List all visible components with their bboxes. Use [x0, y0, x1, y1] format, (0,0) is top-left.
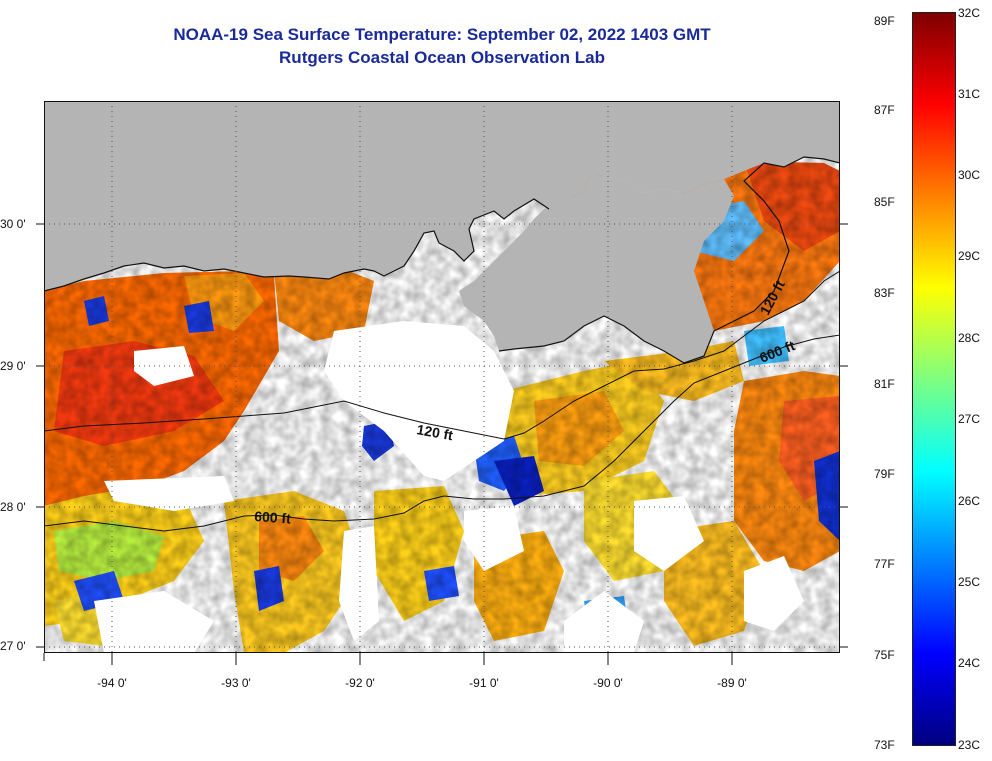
- contour-120ft: [44, 270, 840, 440]
- colorbar-c-label: 29C: [958, 249, 981, 263]
- sst-map: 120 ft 600 ft 600 ft 120 ft: [44, 101, 840, 653]
- map-subtitle: Rutgers Coastal Ocean Observation Lab: [279, 48, 605, 67]
- colorbar-c-label: 28C: [958, 331, 981, 345]
- colorbar-f-label: 77F: [874, 557, 895, 571]
- lat-label: 29 0': [0, 359, 26, 373]
- lon-label: -90 0': [593, 676, 623, 690]
- map-frame: [44, 101, 840, 653]
- colorbar-f-label: 81F: [874, 377, 895, 391]
- lon-label: -91 0': [469, 676, 499, 690]
- colorbar-c-label: 31C: [958, 87, 981, 101]
- lon-label: -89 0': [717, 676, 747, 690]
- colorbar-c-label: 32C: [958, 6, 981, 20]
- contour-label: 120 ft: [415, 421, 454, 443]
- contour-600ft: [44, 334, 840, 532]
- cloud-gaps: [94, 321, 804, 653]
- colorbar-c-label: 30C: [958, 168, 981, 182]
- lat-label: 30 0': [0, 217, 26, 231]
- map-title: NOAA-19 Sea Surface Temperature: Septemb…: [173, 25, 711, 44]
- contour-label: 600 ft: [254, 508, 292, 527]
- colorbar-f-label: 85F: [874, 195, 895, 209]
- lat-label: 28 0': [0, 500, 26, 514]
- colorbar-c-label: 27C: [958, 412, 981, 426]
- temperature-colorbar: [912, 12, 956, 746]
- colorbar-f-label: 79F: [874, 467, 895, 481]
- lat-label: 27 0': [0, 639, 26, 653]
- colorbar-f-label: 75F: [874, 648, 895, 662]
- colorbar-c-label: 23C: [958, 738, 981, 752]
- colorbar-f-label: 73F: [874, 738, 895, 752]
- colorbar-c-label: 25C: [958, 575, 981, 589]
- colorbar-c-label: 26C: [958, 494, 981, 508]
- colorbar-c-label: 24C: [958, 656, 981, 670]
- lon-label: -92 0': [345, 676, 375, 690]
- land-peninsula: [459, 175, 734, 363]
- land-mass: [44, 101, 840, 291]
- colorbar-f-label: 89F: [874, 14, 895, 28]
- lon-label: -94 0': [97, 676, 127, 690]
- colorbar-f-label: 83F: [874, 286, 895, 300]
- graticule: [44, 101, 840, 653]
- lon-label: -93 0': [221, 676, 251, 690]
- colorbar-f-label: 87F: [874, 103, 895, 117]
